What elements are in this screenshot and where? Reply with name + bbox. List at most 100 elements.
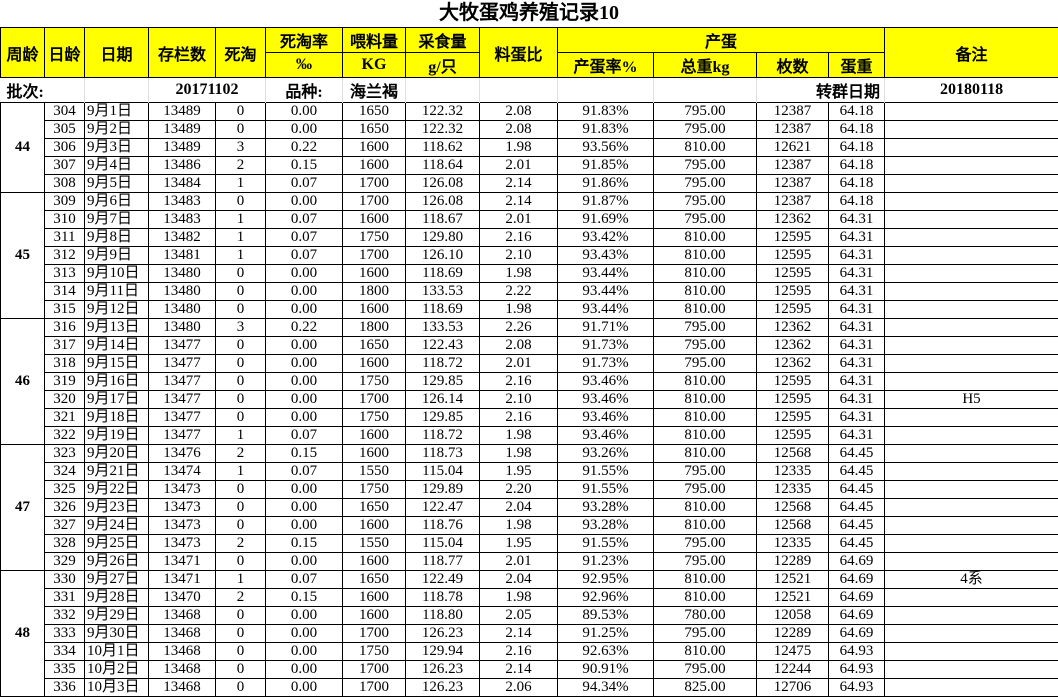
cell-intake[interactable]: 122.32: [406, 103, 480, 121]
cell-feed-kg[interactable]: 1700: [343, 661, 406, 679]
cell-remark[interactable]: [885, 211, 1058, 229]
cell-cull-rate[interactable]: 0.15: [266, 157, 343, 175]
cell-remark[interactable]: 4系: [885, 571, 1058, 589]
cell-stock[interactable]: 13480: [149, 265, 216, 283]
cell-egg-count[interactable]: 12387: [757, 193, 829, 211]
cell-remark[interactable]: [885, 589, 1058, 607]
cell-intake[interactable]: 118.69: [406, 301, 480, 319]
cell-date[interactable]: 9月24日: [85, 517, 149, 535]
cell-cull[interactable]: 2: [216, 157, 266, 175]
cell-stock[interactable]: 13468: [149, 643, 216, 661]
cell-stock[interactable]: 13468: [149, 625, 216, 643]
cell-total-weight[interactable]: 795.00: [654, 121, 757, 139]
cell-intake[interactable]: 118.72: [406, 355, 480, 373]
cell-egg-weight[interactable]: 64.69: [829, 625, 885, 643]
cell-date[interactable]: 9月27日: [85, 571, 149, 589]
cell-cull[interactable]: 0: [216, 643, 266, 661]
cell-cull[interactable]: 0: [216, 391, 266, 409]
cell-egg-weight[interactable]: 64.45: [829, 517, 885, 535]
cell-egg-count[interactable]: 12387: [757, 121, 829, 139]
cell-stock[interactable]: 13483: [149, 193, 216, 211]
cell-total-weight[interactable]: 810.00: [654, 517, 757, 535]
cell-intake[interactable]: 118.77: [406, 553, 480, 571]
cell-feed-kg[interactable]: 1600: [343, 553, 406, 571]
cell-feed-kg[interactable]: 1600: [343, 445, 406, 463]
cell-egg-count[interactable]: 12387: [757, 103, 829, 121]
cell-date[interactable]: 9月2日: [85, 121, 149, 139]
cell-feed-kg[interactable]: 1700: [343, 193, 406, 211]
cell-cull[interactable]: 3: [216, 319, 266, 337]
cell-egg-weight[interactable]: 64.31: [829, 283, 885, 301]
cell-date[interactable]: 10月3日: [85, 679, 149, 697]
cell-intake[interactable]: 126.23: [406, 661, 480, 679]
cell-feed-egg-ratio[interactable]: 2.16: [480, 643, 558, 661]
cell-total-weight[interactable]: 810.00: [654, 373, 757, 391]
cell-egg-weight[interactable]: 64.18: [829, 139, 885, 157]
cell-feed-egg-ratio[interactable]: 1.95: [480, 535, 558, 553]
cell-egg-weight[interactable]: 64.31: [829, 265, 885, 283]
cell-remark[interactable]: [885, 499, 1058, 517]
cell-lay-rate[interactable]: 93.28%: [558, 499, 654, 517]
cell-cull[interactable]: 1: [216, 247, 266, 265]
cell-feed-egg-ratio[interactable]: 1.98: [480, 427, 558, 445]
cell-total-weight[interactable]: 795.00: [654, 193, 757, 211]
cell-intake[interactable]: 129.80: [406, 229, 480, 247]
cell-remark[interactable]: [885, 463, 1058, 481]
cell-cull[interactable]: 1: [216, 427, 266, 445]
cell-lay-rate[interactable]: 93.46%: [558, 373, 654, 391]
cell-feed-egg-ratio[interactable]: 2.26: [480, 319, 558, 337]
cell-week[interactable]: 47: [1, 445, 45, 571]
cell-cull-rate[interactable]: 0.00: [266, 337, 343, 355]
cell-remark[interactable]: [885, 103, 1058, 121]
cell-lay-rate[interactable]: 93.44%: [558, 265, 654, 283]
cell-feed-kg[interactable]: 1600: [343, 211, 406, 229]
cell-stock[interactable]: 13473: [149, 481, 216, 499]
cell-cull[interactable]: 3: [216, 139, 266, 157]
cell-lay-rate[interactable]: 91.55%: [558, 481, 654, 499]
cell-egg-weight[interactable]: 64.18: [829, 103, 885, 121]
cell-egg-count[interactable]: 12362: [757, 337, 829, 355]
cell-egg-count[interactable]: 12362: [757, 319, 829, 337]
cell-day[interactable]: 313: [45, 265, 85, 283]
cell-feed-kg[interactable]: 1750: [343, 409, 406, 427]
cell-feed-kg[interactable]: 1650: [343, 571, 406, 589]
cell-day[interactable]: 326: [45, 499, 85, 517]
cell-day[interactable]: 315: [45, 301, 85, 319]
cell-egg-count[interactable]: 12475: [757, 643, 829, 661]
cell-cull[interactable]: 1: [216, 463, 266, 481]
cell-stock[interactable]: 13489: [149, 139, 216, 157]
cell-stock[interactable]: 13476: [149, 445, 216, 463]
cell-day[interactable]: 314: [45, 283, 85, 301]
cell-date[interactable]: 9月1日: [85, 103, 149, 121]
cell-cull-rate[interactable]: 0.07: [266, 427, 343, 445]
cell-lay-rate[interactable]: 91.71%: [558, 319, 654, 337]
cell-lay-rate[interactable]: 93.46%: [558, 427, 654, 445]
cell-date[interactable]: 9月19日: [85, 427, 149, 445]
cell-stock[interactable]: 13471: [149, 553, 216, 571]
cell-cull-rate[interactable]: 0.07: [266, 175, 343, 193]
cell-stock[interactable]: 13477: [149, 427, 216, 445]
cell-total-weight[interactable]: 795.00: [654, 157, 757, 175]
cell-lay-rate[interactable]: 93.43%: [558, 247, 654, 265]
cell-cull[interactable]: 0: [216, 481, 266, 499]
cell-cull[interactable]: 0: [216, 517, 266, 535]
cell-day[interactable]: 321: [45, 409, 85, 427]
cell-egg-weight[interactable]: 64.69: [829, 589, 885, 607]
cell-total-weight[interactable]: 795.00: [654, 337, 757, 355]
cell-feed-kg[interactable]: 1600: [343, 355, 406, 373]
cell-lay-rate[interactable]: 91.83%: [558, 103, 654, 121]
cell-egg-weight[interactable]: 64.93: [829, 661, 885, 679]
cell-cull-rate[interactable]: 0.15: [266, 589, 343, 607]
cell-intake[interactable]: 126.23: [406, 625, 480, 643]
cell-intake[interactable]: 118.80: [406, 607, 480, 625]
cell-day[interactable]: 317: [45, 337, 85, 355]
cell-feed-kg[interactable]: 1550: [343, 535, 406, 553]
cell-egg-weight[interactable]: 64.31: [829, 373, 885, 391]
cell-egg-weight[interactable]: 64.45: [829, 535, 885, 553]
cell-lay-rate[interactable]: 91.23%: [558, 553, 654, 571]
cell-cull-rate[interactable]: 0.00: [266, 643, 343, 661]
cell-total-weight[interactable]: 810.00: [654, 265, 757, 283]
cell-week[interactable]: 44: [1, 103, 45, 193]
cell-week[interactable]: 48: [1, 571, 45, 697]
cell-date[interactable]: 9月5日: [85, 175, 149, 193]
